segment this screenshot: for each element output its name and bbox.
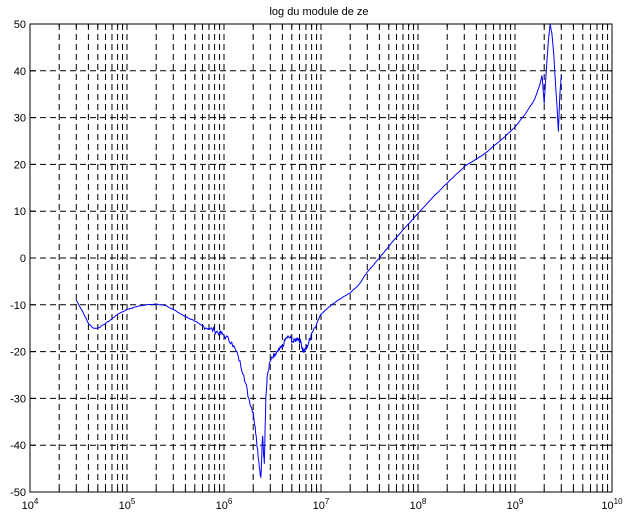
x-tick-label: 105 [119,497,136,512]
y-tick-label: 0 [20,253,26,265]
y-tick-label: -10 [10,300,26,312]
y-tick-label: 10 [14,206,26,218]
x-tick-label: 106 [216,497,233,512]
series-layer [75,23,562,479]
y-tick-label: 40 [14,66,26,78]
y-tick-label: -50 [10,487,26,499]
series-line [75,23,562,479]
x-tick-label: 104 [22,497,39,512]
x-tick-label: 108 [410,497,427,512]
x-tick-label: 1010 [601,497,623,512]
y-tick-label: 20 [14,159,26,171]
y-tick-label: 30 [14,113,26,125]
y-tick-label: -30 [10,393,26,405]
y-tick-label: -20 [10,347,26,359]
y-tick-label: 50 [14,19,26,31]
tick-label-layer: -50 -40 -30 -20 -10 0 10 20 30 40 50 104 105 106 107 10… [10,19,623,512]
x-tick-label: 109 [507,497,524,512]
x-tick-label: 107 [313,497,330,512]
chart-title: log du module de ze [269,6,368,18]
y-tick-label: -40 [10,440,26,452]
plot-frame [29,23,613,493]
grid-layer [30,24,612,492]
